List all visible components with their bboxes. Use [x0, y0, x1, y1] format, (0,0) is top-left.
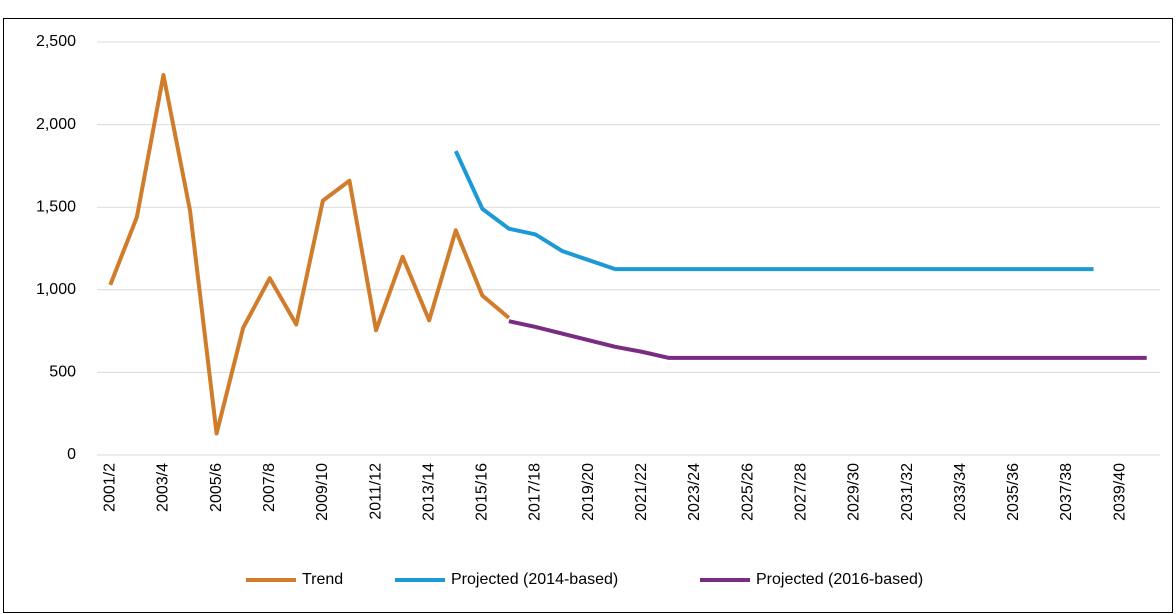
- x-tick-label: 2033/34: [952, 463, 969, 521]
- y-tick-label: 2,000: [36, 116, 76, 133]
- x-tick-label: 2021/22: [633, 463, 650, 521]
- y-tick-label: 0: [67, 446, 76, 463]
- x-tick-label: 2019/20: [580, 463, 597, 521]
- x-tick-label: 2011/12: [367, 463, 384, 520]
- chart-border: [3, 18, 1173, 613]
- y-tick-label: 500: [49, 364, 76, 381]
- x-tick-label: 2029/30: [846, 463, 863, 521]
- x-tick-label: 2015/16: [474, 463, 491, 521]
- x-tick-label: 2025/26: [739, 463, 756, 521]
- series-line: [508, 319, 1147, 360]
- x-tick-label: 2031/32: [899, 463, 916, 521]
- x-tick-label: 2037/38: [1058, 463, 1075, 521]
- x-tick-label: 2027/28: [792, 463, 809, 521]
- y-tick-label: 1,000: [36, 281, 76, 298]
- series-line: [453, 150, 1094, 272]
- x-tick-label: 2007/8: [261, 463, 278, 512]
- x-tick-label: 2023/24: [686, 463, 703, 521]
- x-tick-label: 2009/10: [314, 463, 331, 521]
- legend-label: Projected (2016-based): [756, 571, 923, 588]
- x-tick-label: 2013/14: [420, 463, 437, 521]
- y-tick-label: 2,500: [36, 33, 76, 50]
- x-tick-label: 2001/2: [102, 463, 119, 512]
- legend-label: Trend: [302, 571, 343, 588]
- series-line: [108, 73, 511, 436]
- x-tick-label: 2039/40: [1111, 463, 1128, 521]
- x-tick-label: 2017/18: [527, 463, 544, 521]
- legend-label: Projected (2014-based): [451, 571, 618, 588]
- x-tick-label: 2035/36: [1005, 463, 1022, 521]
- x-tick-label: 2003/4: [155, 463, 172, 512]
- y-tick-label: 1,500: [36, 198, 76, 215]
- x-tick-label: 2005/6: [208, 463, 225, 512]
